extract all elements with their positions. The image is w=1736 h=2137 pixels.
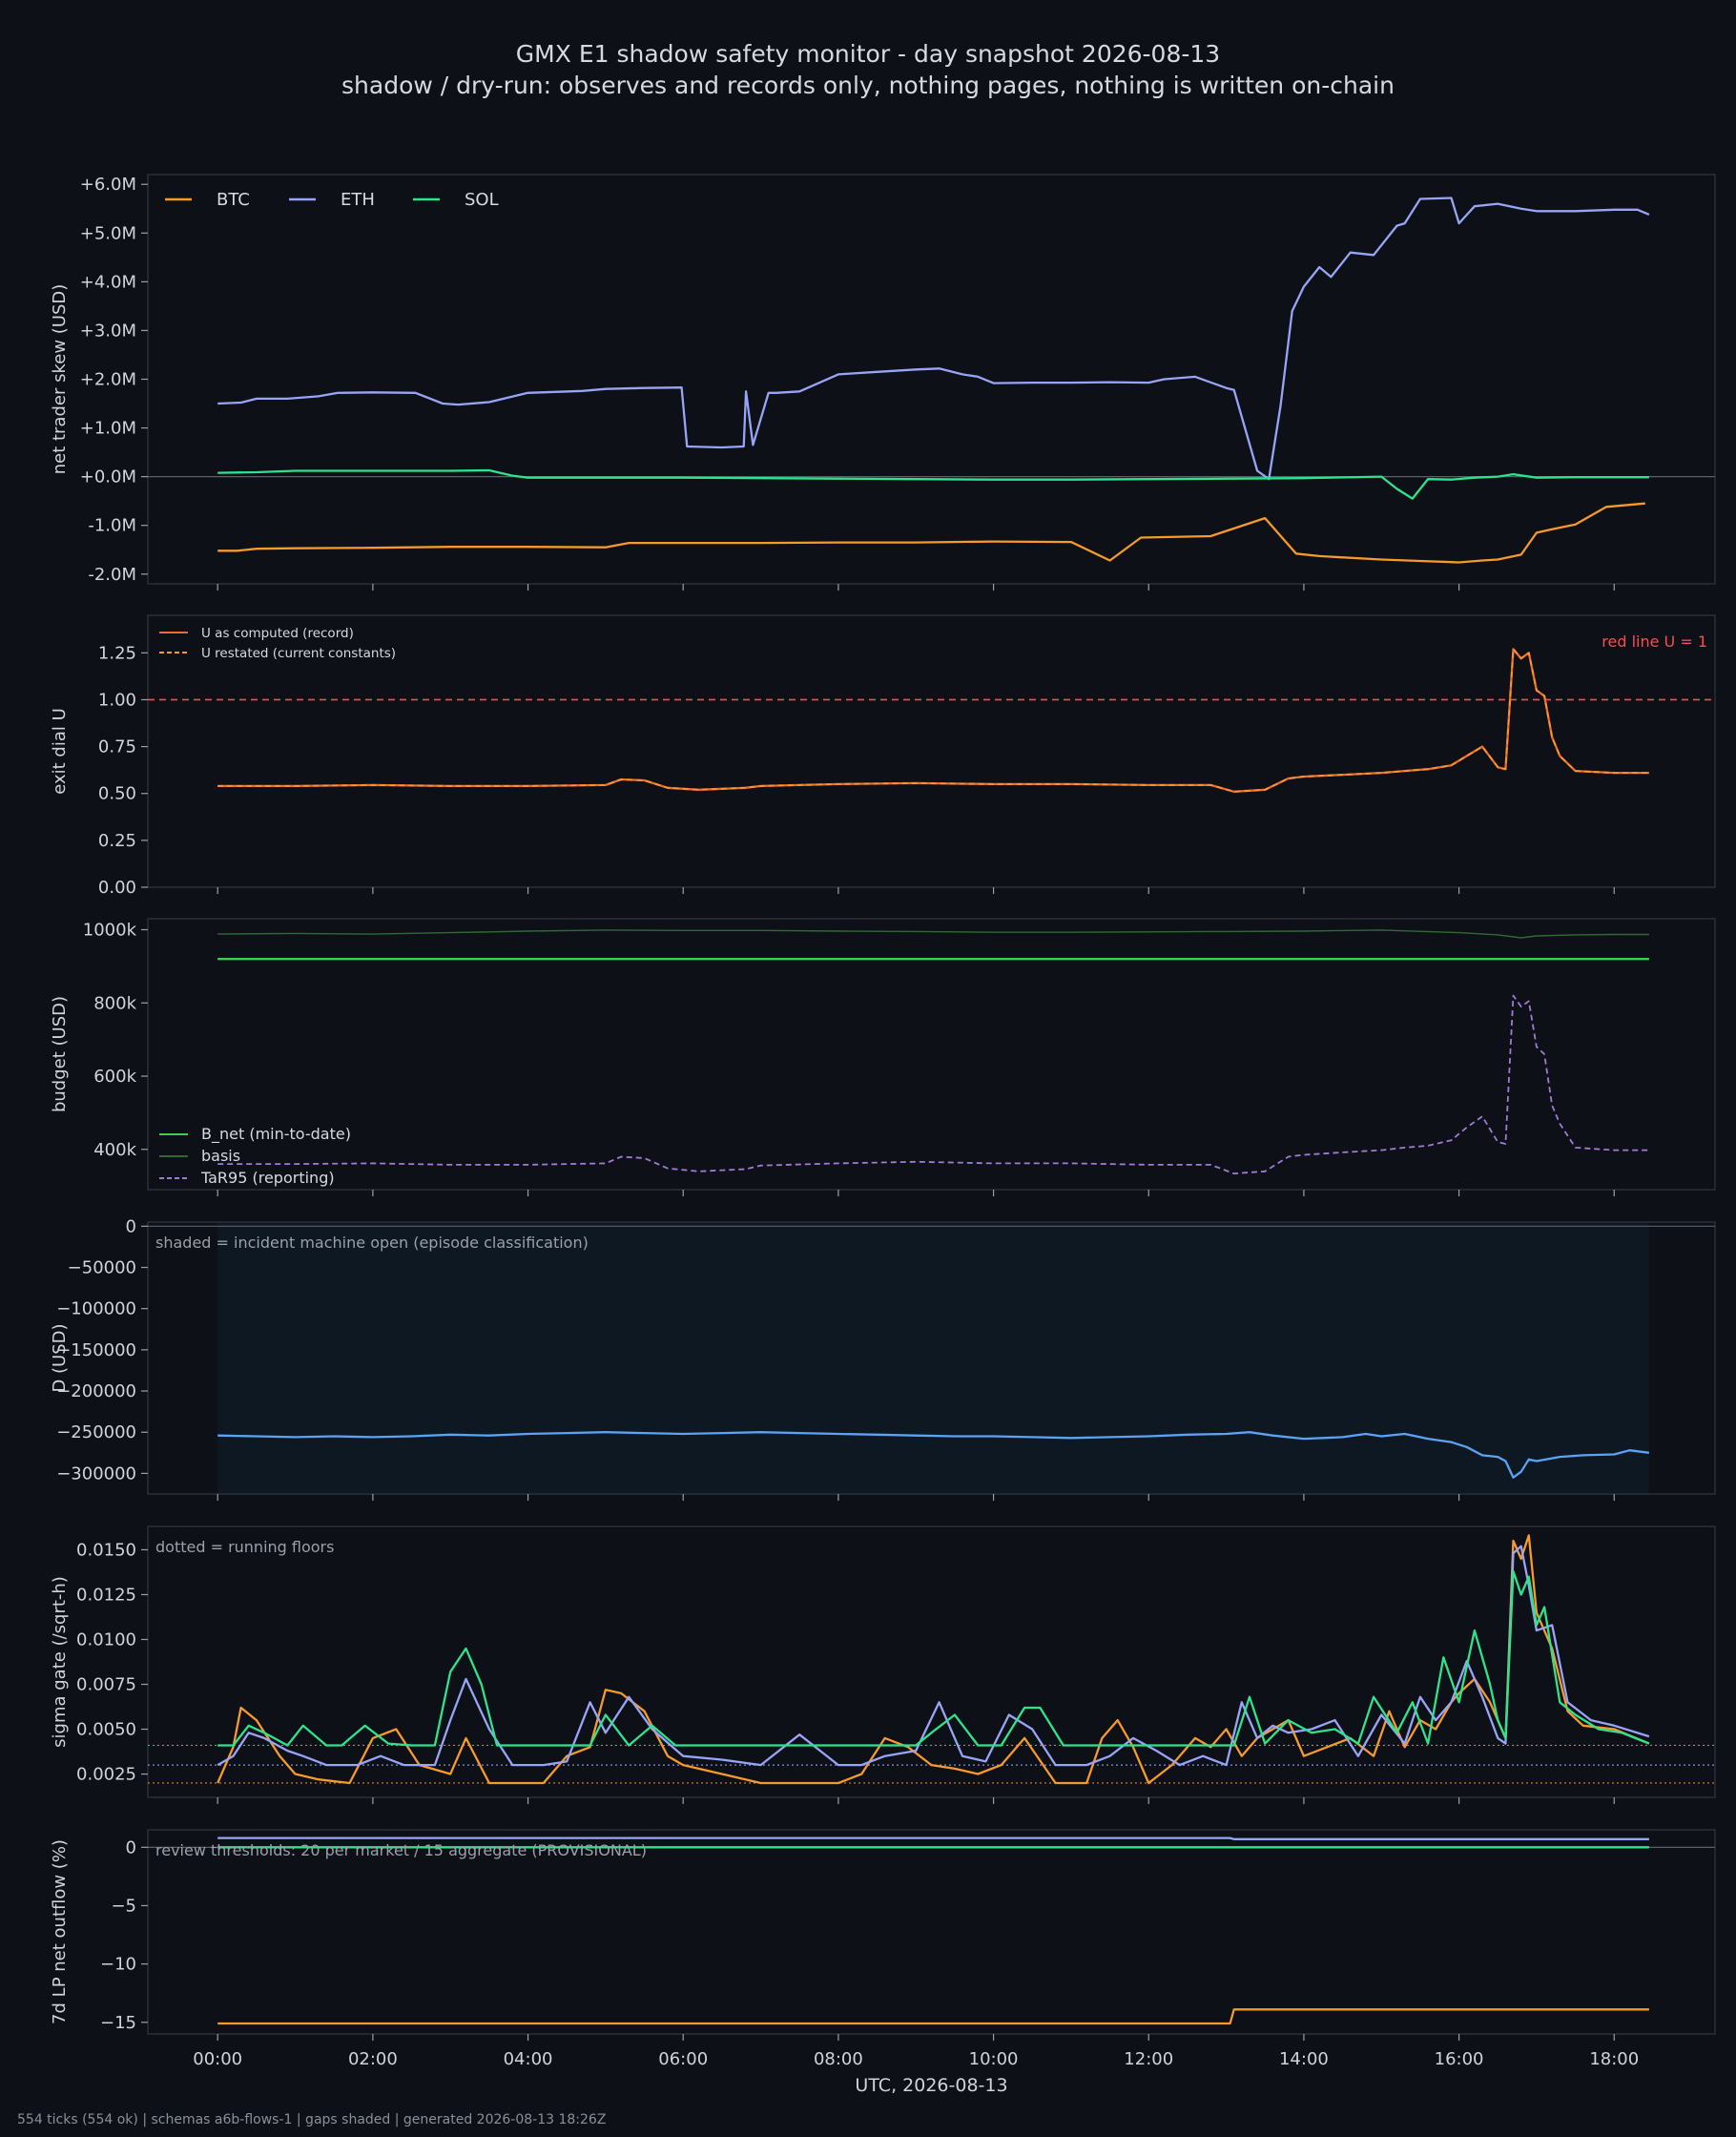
skew-ylabel: net trader skew (USD) [50,284,70,475]
budget-legend-label: B_net (min-to-date) [201,1125,351,1144]
chart-subtitle: shadow / dry-run: observes and records o… [341,72,1395,99]
xtick-label: 12:00 [1124,2049,1173,2069]
chart-title: GMX E1 shadow safety monitor - day snaps… [515,40,1221,68]
xtick-label: 06:00 [658,2049,708,2069]
budget-series-tar95-reporting- [217,994,1649,1174]
exit_dial-legend-label: U restated (current constants) [201,646,396,661]
drawdown-ytick-label: −300000 [56,1463,136,1483]
drawdown-ytick-label: −200000 [56,1381,136,1401]
drawdown-ytick-label: 0 [126,1216,136,1236]
lp_outflow-series-btc [217,2008,1649,2025]
status-footer: 554 ticks (554 ok) | schemas a6b-flows-1… [17,2112,607,2127]
sigma-ylabel: sigma gate (/sqrt-h) [50,1576,70,1748]
exit_dial-ytick-label: 1.25 [98,643,136,663]
drawdown-ytick-label: −50000 [68,1258,136,1278]
xtick-label: 14:00 [1279,2049,1329,2069]
sigma-series-btc [217,1534,1650,1785]
lp_outflow-ytick-label: −15 [100,2013,136,2033]
lp_outflow-ytick-label: −5 [111,1896,136,1916]
exit_dial-ytick-label: 0.25 [98,831,136,851]
skew-ytick-label: +0.0M [80,467,136,488]
budget-legend-label: TaR95 (reporting) [200,1169,335,1187]
exit_dial-series-u-as-computed-record- [217,648,1649,793]
skew-ytick-label: +6.0M [80,175,136,195]
skew-series-eth [217,197,1650,481]
skew-panel-frame [147,174,1716,585]
budget-ytick-label: 600k [93,1067,136,1087]
skew-legend-label-sol: SOL [465,190,499,210]
skew-legend-label-eth: ETH [341,190,375,210]
skew-legend-label-btc: BTC [217,190,250,210]
budget-legend-label: basis [201,1147,240,1165]
xtick-label: 10:00 [969,2049,1019,2069]
sigma-series-eth [217,1545,1650,1767]
exit_dial-legend-label: U as computed (record) [201,626,354,641]
sigma-ytick-label: 0.0125 [76,1585,136,1605]
lp_outflow-annotation: review thresholds: 20 per market / 15 ag… [155,1841,647,1859]
exit_dial-ytick-label: 1.00 [98,690,136,710]
exit_dial-red-line-label: red line U = 1 [1602,633,1707,651]
exit_dial-ytick-label: 0.75 [98,737,136,757]
drawdown-series-d [217,1431,1650,1479]
budget-series-basis [217,929,1649,939]
skew-ytick-label: -1.0M [88,516,136,536]
drawdown-ytick-label: −100000 [56,1299,136,1319]
xtick-label: 02:00 [348,2049,398,2069]
skew-ytick-label: +4.0M [80,272,136,292]
sigma-ytick-label: 0.0050 [76,1720,136,1740]
lp_outflow-ytick-label: 0 [126,1837,136,1857]
skew-ytick-label: +1.0M [80,419,136,439]
drawdown-annotation: shaded = incident machine open (episode … [155,1234,589,1252]
skew-ytick-label: +5.0M [80,223,136,243]
drawdown-ytick-label: −250000 [56,1422,136,1442]
exit_dial-ytick-label: 0.50 [98,784,136,804]
drawdown-ylabel: D (USD) [50,1323,70,1392]
skew-ytick-label: +3.0M [80,321,136,341]
lp_outflow-ylabel: 7d LP net outflow (%) [50,1839,70,2024]
skew-series-sol [217,468,1649,500]
skew-ytick-label: -2.0M [88,565,136,585]
drawdown-shaded-region [217,1222,1649,1494]
sigma-ytick-label: 0.0100 [76,1629,136,1649]
budget-ytick-label: 800k [93,993,136,1013]
lp_outflow-series-eth [217,1836,1649,1840]
drawdown-panel-frame [147,1221,1716,1495]
budget-ylabel: budget (USD) [50,996,70,1112]
budget-ytick-label: 1000k [83,921,137,941]
xaxis-label: UTC, 2026-08-13 [855,2075,1007,2096]
exit_dial-ytick-label: 0.00 [98,878,136,898]
exit_dial-ylabel: exit dial U [50,708,70,795]
sigma-ytick-label: 0.0150 [76,1540,136,1560]
exit_dial-series-u-restated-current-constants- [217,648,1649,793]
sigma-ytick-label: 0.0075 [76,1675,136,1695]
drawdown-ytick-label: −150000 [56,1340,136,1360]
sigma-annotation: dotted = running floors [155,1538,334,1556]
xtick-label: 18:00 [1589,2049,1639,2069]
sigma-ytick-label: 0.0025 [76,1765,136,1785]
lp_outflow-panel-frame [147,1829,1716,2035]
sigma-panel-frame [147,1525,1716,1798]
xtick-label: 00:00 [193,2049,242,2069]
skew-ytick-label: +2.0M [80,370,136,390]
budget-panel-frame [147,918,1716,1191]
xtick-label: 08:00 [814,2049,863,2069]
xtick-label: 04:00 [504,2049,553,2069]
lp_outflow-ytick-label: −10 [100,1955,136,1975]
budget-ytick-label: 400k [93,1140,136,1160]
exit_dial-panel-frame [147,614,1716,888]
xtick-label: 16:00 [1435,2049,1484,2069]
sigma-series-sol [217,1569,1650,1747]
skew-series-btc [217,502,1645,564]
